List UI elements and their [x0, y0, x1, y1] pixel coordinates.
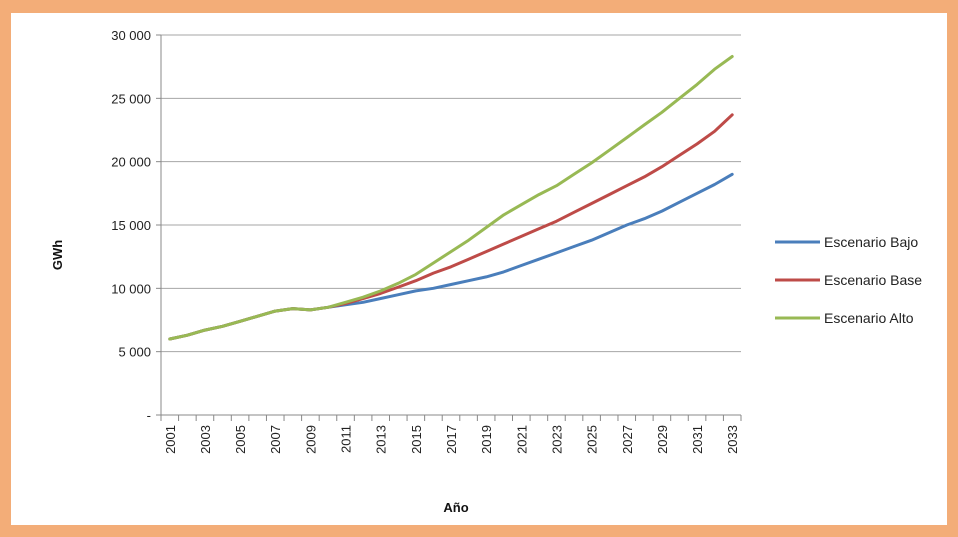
- x-tick-label: 2015: [409, 425, 424, 454]
- legend-label: Escenario Alto: [824, 310, 914, 326]
- legend-label: Escenario Bajo: [824, 234, 918, 250]
- x-tick-label: 2025: [585, 425, 600, 454]
- x-tick-label: 2019: [479, 425, 494, 454]
- legend: Escenario Bajo Escenario Base Escenario Al…: [775, 234, 922, 326]
- x-tick-label: 2005: [233, 425, 248, 454]
- line-chart: - 5 000 10 000 15 000 20 000 25 000 30 000 2001…: [50, 28, 922, 515]
- x-tick-label: 2011: [339, 425, 354, 453]
- gridlines: [161, 34, 741, 353]
- x-tick-label: 2013: [374, 425, 389, 454]
- y-tick-label: 5 000: [118, 345, 151, 360]
- series-line: [168, 113, 734, 341]
- x-tick-label: 2007: [268, 425, 283, 454]
- series-lines: [168, 55, 734, 341]
- x-tick-label: 2017: [444, 425, 459, 454]
- legend-label: Escenario Base: [824, 272, 922, 288]
- x-tick-label: 2009: [303, 425, 318, 454]
- y-tick-label: 30 000: [111, 28, 151, 43]
- x-tick-label: 2027: [620, 425, 635, 454]
- x-tick-label: 2033: [725, 425, 740, 454]
- x-tick-label: 2031: [690, 425, 705, 454]
- x-tick-label: 2021: [514, 425, 529, 454]
- chart-panel: - 5 000 10 000 15 000 20 000 25 000 30 000 2001…: [11, 13, 947, 525]
- series-line: [168, 55, 734, 341]
- y-axis-title: GWh: [50, 240, 65, 270]
- y-tick-label: 15 000: [111, 218, 151, 233]
- x-axis-title: Año: [443, 500, 468, 515]
- x-tick-label: 2003: [198, 425, 213, 454]
- y-tick-label: 10 000: [111, 281, 151, 296]
- x-tick-label: 2029: [655, 425, 670, 454]
- y-tick-label: 20 000: [111, 155, 151, 170]
- y-tick-label: -: [147, 408, 151, 423]
- y-tick-label: 25 000: [111, 91, 151, 106]
- x-tick-label: 2023: [549, 425, 564, 454]
- x-tick-label: 2001: [163, 425, 178, 454]
- axes: [156, 34, 742, 421]
- series-line: [168, 172, 734, 341]
- tick-labels: - 5 000 10 000 15 000 20 000 25 000 30 000 2001…: [111, 28, 740, 454]
